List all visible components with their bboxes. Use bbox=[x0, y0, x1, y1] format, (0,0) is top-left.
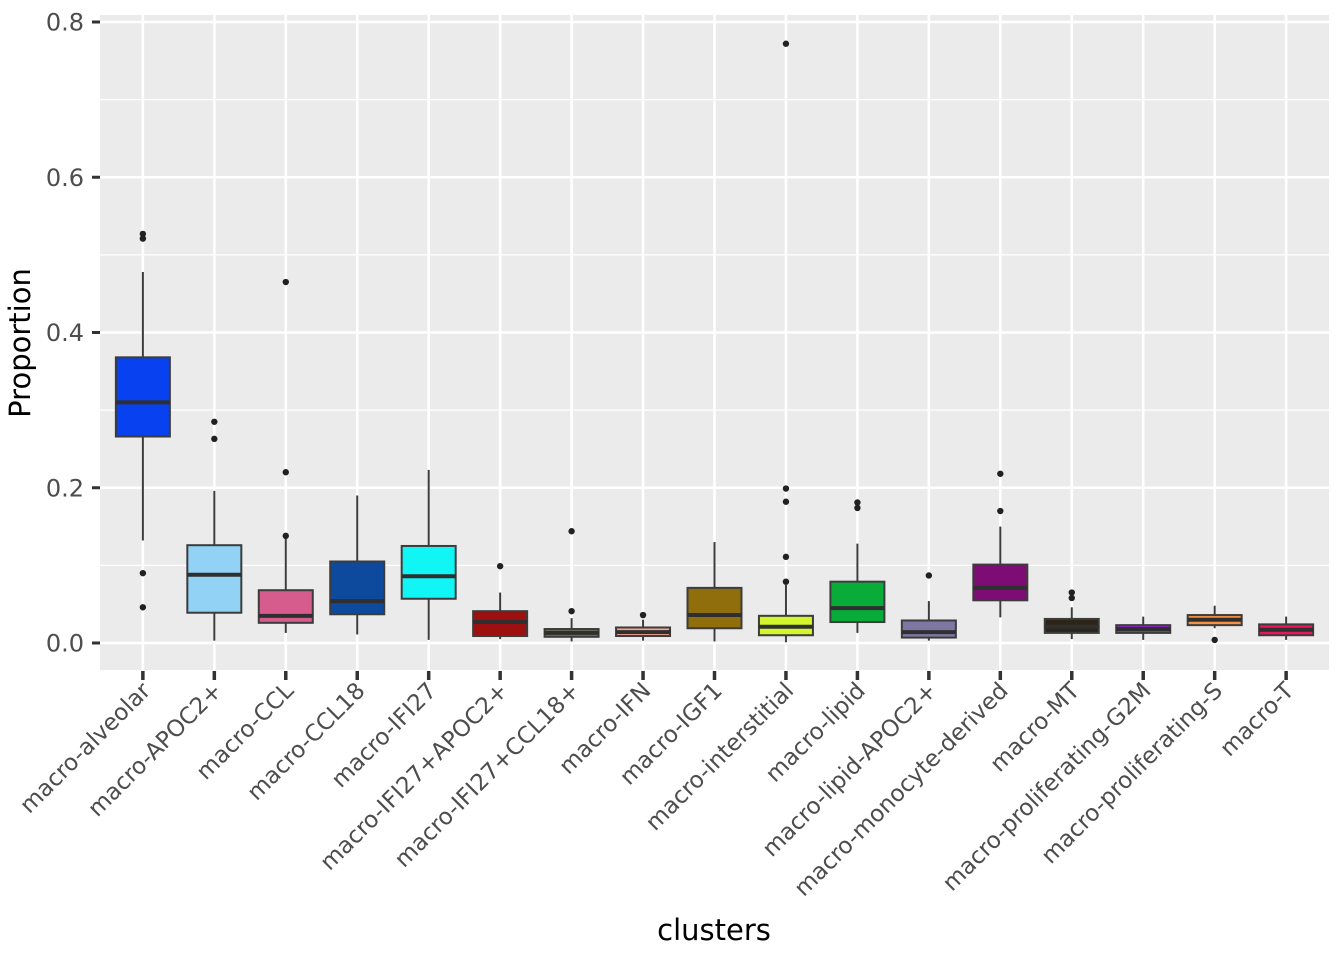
outlier-point bbox=[568, 607, 575, 615]
x-axis-title: clusters bbox=[657, 913, 771, 947]
outlier-point bbox=[639, 611, 647, 619]
box-iqr bbox=[686, 586, 743, 630]
boxplot-macro-APOC2+ bbox=[186, 418, 243, 641]
outlier-point bbox=[1068, 589, 1075, 596]
outlier-point bbox=[211, 418, 218, 425]
boxplot-macro-T bbox=[1258, 616, 1315, 640]
boxplot-macro-IFI27 bbox=[400, 469, 457, 640]
outlier-point bbox=[139, 230, 147, 238]
outlier-point bbox=[782, 578, 790, 585]
outlier-point bbox=[139, 604, 147, 611]
x-tick-label: macro-alveolar bbox=[15, 677, 156, 818]
box-iqr bbox=[257, 589, 314, 624]
y-axis-title: Proportion bbox=[3, 268, 37, 418]
y-tick-label: 0.4 bbox=[46, 319, 84, 347]
outlier-point bbox=[782, 498, 790, 505]
box-iqr bbox=[114, 356, 171, 438]
boxplot-macro-IFN bbox=[615, 611, 672, 641]
outlier-point bbox=[997, 507, 1004, 515]
boxplot-macro-alveolar bbox=[114, 230, 171, 611]
outlier-point bbox=[854, 504, 861, 512]
boxplot-macro-CCL18 bbox=[329, 495, 386, 635]
boxplot-macro-monocyte-derived bbox=[972, 470, 1029, 618]
box-iqr bbox=[972, 563, 1029, 602]
box-iqr bbox=[329, 560, 386, 616]
boxplot-macro-proliferating-S bbox=[1186, 605, 1243, 644]
outlier-point bbox=[1211, 636, 1218, 644]
y-tick-label: 0.8 bbox=[46, 9, 84, 37]
outlier-point bbox=[568, 528, 575, 535]
boxplot-macro-interstitial bbox=[757, 40, 814, 643]
boxplot-macro-MT bbox=[1043, 589, 1100, 640]
boxplot-macro-lipid bbox=[829, 499, 886, 633]
box-iqr bbox=[186, 544, 243, 614]
boxplot-macro-CCL bbox=[257, 278, 314, 633]
outlier-point bbox=[496, 562, 504, 570]
boxplot-macro-proliferating-G2M bbox=[1115, 616, 1172, 640]
box-iqr bbox=[829, 580, 886, 624]
outlier-point bbox=[997, 470, 1004, 477]
outlier-point bbox=[211, 435, 218, 443]
y-tick-label: 0.0 bbox=[46, 630, 84, 658]
outlier-point bbox=[925, 572, 933, 579]
outlier-point bbox=[282, 278, 289, 286]
box-iqr bbox=[900, 619, 957, 639]
boxplot-macro-lipid-APOC2+ bbox=[900, 572, 957, 641]
boxplot-macro-IFI27+APOC2+ bbox=[472, 562, 529, 640]
boxplot-macro-IGF1 bbox=[686, 542, 743, 642]
x-tick-label: macro-T bbox=[1215, 677, 1300, 762]
boxplot-macro-IFI27+CCL18+ bbox=[543, 528, 600, 642]
outlier-point bbox=[782, 553, 790, 561]
outlier-point bbox=[139, 235, 147, 242]
box-iqr bbox=[400, 544, 457, 600]
outlier-point bbox=[139, 569, 147, 577]
outlier-point bbox=[282, 532, 289, 540]
outlier-point bbox=[282, 469, 289, 476]
outlier-point bbox=[1068, 594, 1075, 602]
y-tick-label: 0.6 bbox=[46, 164, 84, 192]
outlier-point bbox=[854, 499, 861, 506]
outlier-point bbox=[782, 485, 790, 492]
y-tick-label: 0.2 bbox=[46, 474, 84, 502]
outlier-point bbox=[782, 40, 790, 47]
x-tick-label: macro-APOC2+ bbox=[83, 678, 227, 822]
